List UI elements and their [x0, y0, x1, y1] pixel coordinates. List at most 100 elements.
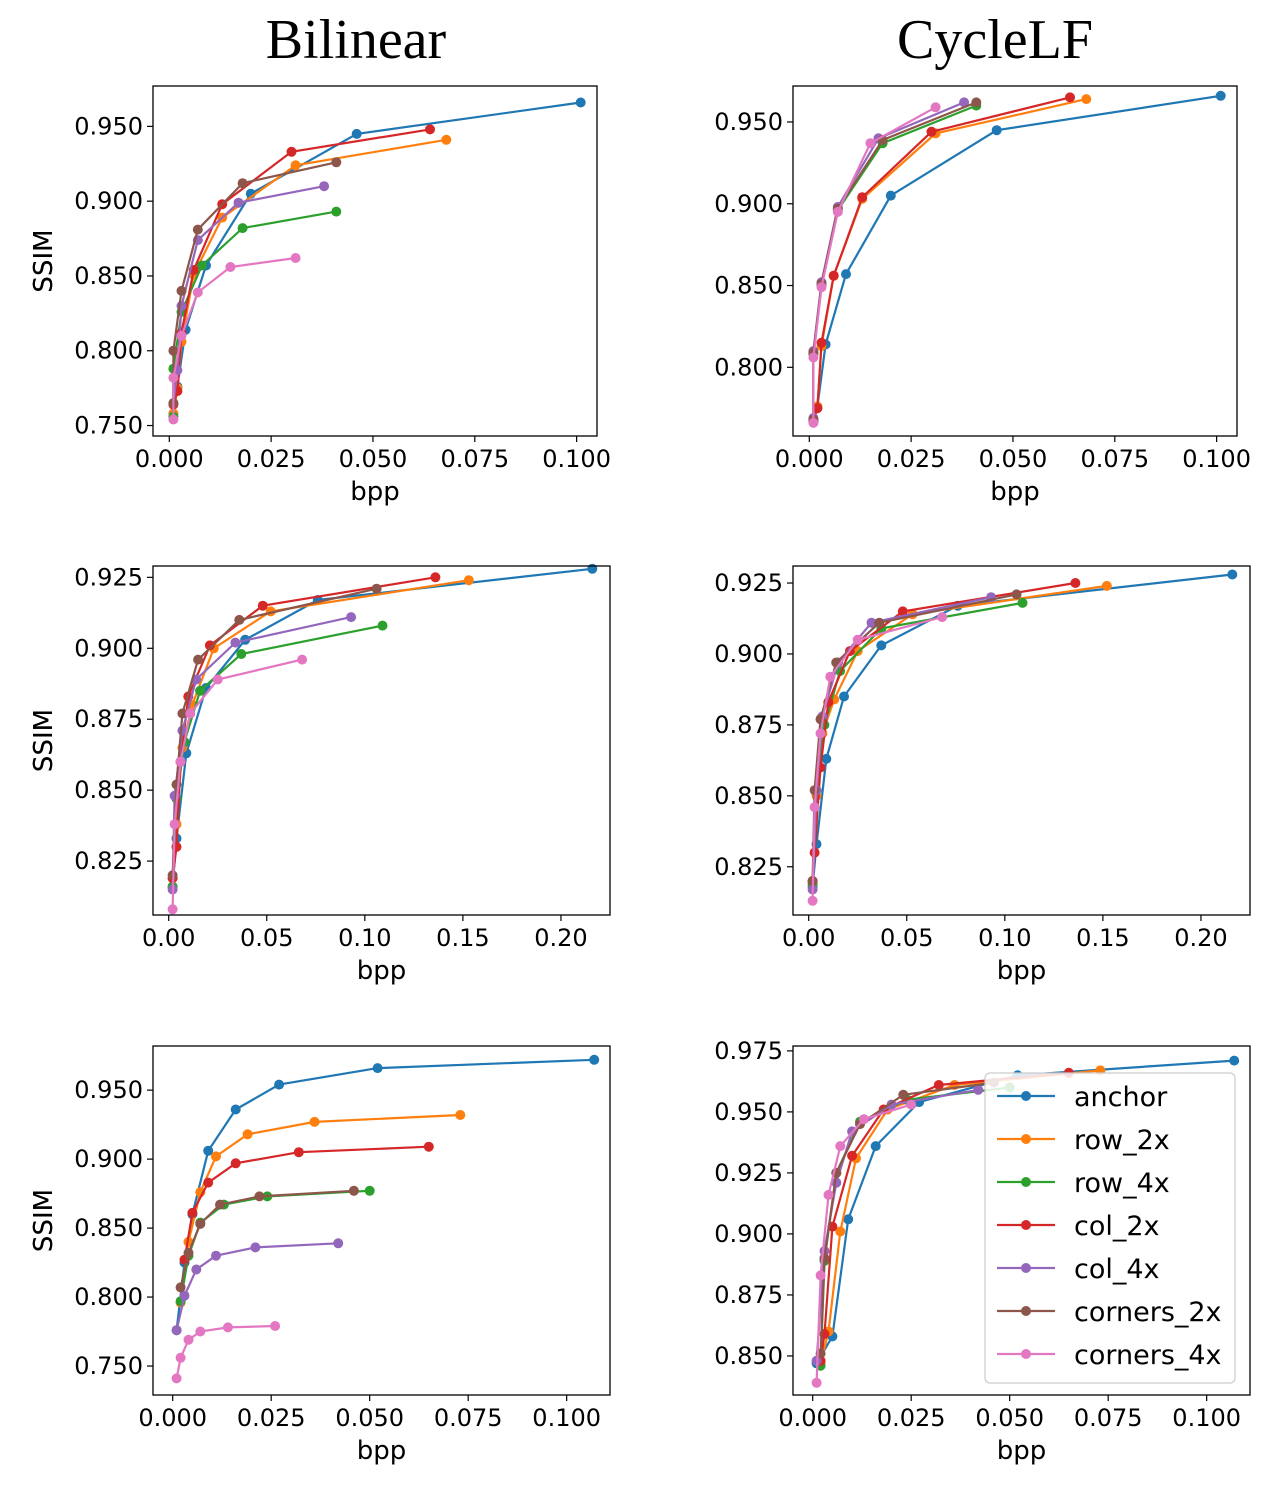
data-point-anchor: [1227, 569, 1238, 580]
x-tick-label: 0.075: [440, 445, 509, 473]
x-tick-label: 0.100: [532, 1404, 601, 1432]
x-tick-label: 0.000: [778, 1404, 847, 1432]
x-tick-label: 0.050: [979, 445, 1048, 473]
series-line-corners_4x: [811, 616, 943, 901]
y-tick-label: 0.750: [74, 1352, 143, 1380]
plot-frame: [152, 85, 598, 437]
data-point-row_4x: [377, 620, 388, 631]
series-line-col_2x: [171, 576, 436, 879]
data-point-corners_2x: [175, 1282, 186, 1293]
data-point-corners_2x: [971, 97, 982, 108]
series-line-col_4x: [812, 101, 965, 418]
data-point-corners_4x: [930, 102, 941, 113]
x-tick-label: 0.075: [1074, 1404, 1143, 1432]
data-point-corners_4x: [858, 1114, 869, 1125]
series-col_4x: [807, 592, 997, 895]
data-point-corners_2x: [171, 779, 182, 790]
chart-panel-6: 0.000 0.025 0.050 0.075 0.100 0.850 0.875 0.900…: [29, 1037, 1251, 1466]
x-tick-label: 0.050: [335, 1404, 404, 1432]
x-axis-label: bpp: [997, 956, 1047, 986]
legend-marker-anchor: [1021, 1091, 1031, 1101]
x-tick-label: 0.075: [434, 1404, 503, 1432]
x-axis-label: bpp: [357, 1436, 407, 1466]
series-line-col_4x: [175, 1242, 339, 1331]
chart-panel-4: 0.00 0.05 0.10 0.15 0.20 0.825 0.850 0.875 0.900…: [29, 565, 1251, 986]
column-title-bilinear: Bilinear: [266, 9, 447, 71]
x-tick-label: 0.000: [138, 1404, 207, 1432]
y-axis-label: SSIM: [29, 709, 59, 772]
legend-marker-row_2x: [1021, 1134, 1031, 1144]
data-point-corners_4x: [195, 1326, 206, 1337]
data-point-col_4x: [171, 1325, 182, 1336]
legend-label-col_4x: col_4x: [1074, 1254, 1160, 1285]
data-point-corners_4x: [175, 756, 186, 767]
data-point-anchor: [1229, 1055, 1240, 1066]
y-tick-label: 0.850: [714, 272, 783, 300]
data-point-corners_2x: [215, 1199, 225, 1210]
data-point-corners_2x: [168, 345, 179, 356]
series-col_2x: [807, 578, 1081, 886]
series-row_2x: [808, 94, 1092, 425]
series-corners_2x: [175, 1185, 359, 1293]
data-point-anchor: [876, 640, 887, 651]
data-point-corners_2x: [183, 1247, 194, 1258]
y-tick-label: 0.875: [714, 711, 783, 739]
series-line-corners_4x: [815, 1103, 912, 1383]
y-axis-label: SSIM: [29, 1189, 59, 1252]
series-line-col_2x: [812, 96, 1071, 422]
series-row_4x: [808, 100, 982, 427]
series-col_4x: [168, 181, 330, 409]
data-point-corners_2x: [348, 1185, 359, 1196]
data-point-col_4x: [346, 612, 357, 623]
y-tick-label: 0.850: [74, 262, 143, 290]
y-axis-label: SSIM: [29, 229, 59, 292]
x-tick-label: 0.000: [135, 445, 204, 473]
legend-label-row_4x: row_4x: [1074, 1168, 1170, 1199]
data-point-row_4x: [196, 260, 207, 271]
data-point-col_4x: [319, 181, 330, 192]
plot-frame: [792, 1045, 1251, 1396]
series-line-anchor: [171, 567, 593, 887]
y-tick-label: 0.800: [714, 353, 783, 381]
x-tick-label: 0.100: [542, 445, 611, 473]
series-line-col_2x: [183, 1145, 429, 1260]
data-point-col_4x: [233, 197, 244, 208]
series-corners_4x: [171, 1321, 281, 1384]
data-point-col_2x: [286, 146, 297, 157]
y-axis-label: SSIM: [29, 1189, 59, 1252]
chart-panel-2: 0.000 0.025 0.050 0.075 0.100 0.800 0.850 0.900…: [29, 85, 1251, 507]
data-point-corners_4x: [823, 1189, 834, 1200]
y-tick-label: 0.975: [714, 1037, 783, 1065]
x-tick-label: 0.050: [975, 1404, 1044, 1432]
data-point-col_2x: [926, 126, 937, 137]
data-point-row_2x: [211, 1151, 221, 1162]
series-corners_2x: [168, 157, 342, 409]
data-point-corners_4x: [811, 1377, 822, 1388]
legend-marker-corners_2x: [1021, 1306, 1031, 1316]
data-point-anchor: [274, 1079, 285, 1090]
x-tick-label: 0.00: [782, 924, 835, 952]
plot-frame: [152, 1045, 611, 1396]
series-col_2x: [167, 572, 441, 884]
data-point-col_4x: [179, 1290, 190, 1301]
data-point-corners_2x: [234, 614, 245, 625]
data-point-corners_4x: [168, 372, 179, 383]
x-axis-label: bpp: [997, 1436, 1047, 1466]
x-axis-label: bpp: [350, 477, 400, 507]
data-point-col_2x: [897, 606, 908, 617]
y-tick-label: 0.900: [714, 1220, 783, 1248]
y-tick-label: 0.900: [74, 1145, 143, 1173]
series-corners_4x: [811, 1099, 917, 1388]
data-point-corners_2x: [195, 1218, 206, 1229]
x-tick-label: 0.05: [880, 924, 933, 952]
y-tick-label: 0.850: [74, 776, 143, 804]
y-tick-label: 0.875: [714, 1281, 783, 1309]
data-point-col_2x: [1070, 578, 1081, 588]
data-point-col_2x: [1065, 92, 1075, 103]
series-line-corners_4x: [172, 256, 296, 420]
data-point-col_2x: [847, 1150, 858, 1161]
x-tick-label: 0.025: [237, 445, 306, 473]
chart-panel-5: 0.000 0.025 0.050 0.075 0.100 0.750 0.800 0.850…: [29, 1045, 611, 1466]
chart-panel-3: 0.00 0.05 0.10 0.15 0.20 0.825 0.850 0.875 0.900…: [29, 563, 611, 986]
